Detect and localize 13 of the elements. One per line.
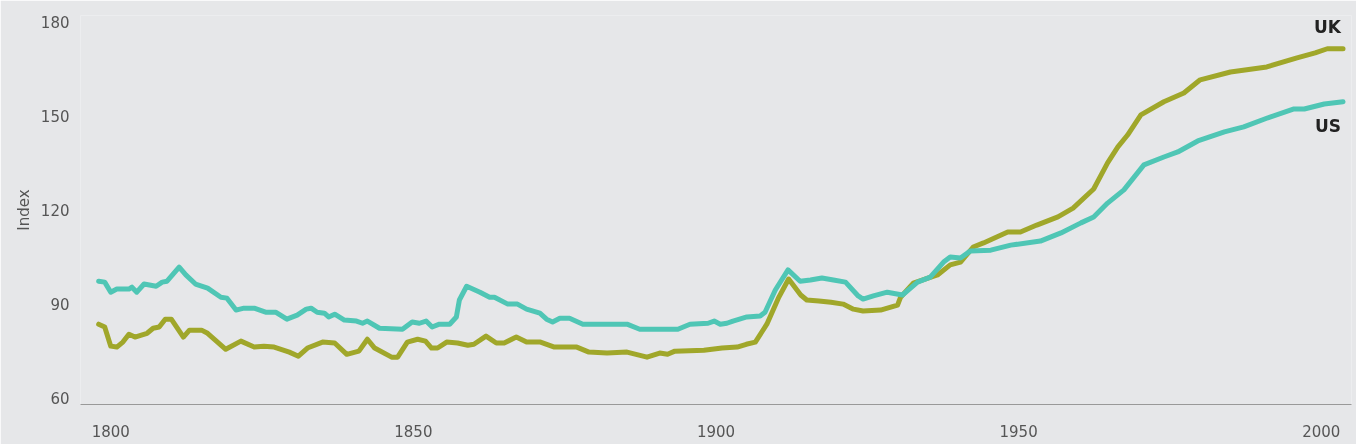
x-tick-label: 1950 bbox=[999, 422, 1038, 441]
x-tick-label: 1850 bbox=[394, 422, 433, 441]
y-tick-label: 150 bbox=[40, 107, 70, 126]
y-tick-label: 180 bbox=[40, 13, 70, 32]
y-tick-label: 60 bbox=[50, 390, 70, 409]
x-tick-label: 1800 bbox=[91, 422, 130, 441]
y-tick-label: 90 bbox=[50, 296, 70, 315]
y-tick-label: 120 bbox=[40, 202, 70, 220]
series-label: UK bbox=[1314, 16, 1342, 37]
y-axis-title: Index bbox=[14, 189, 33, 231]
series-label: US bbox=[1314, 115, 1342, 136]
x-tick-label: 1900 bbox=[696, 422, 736, 441]
x-tick-label: 2000 bbox=[1302, 422, 1341, 441]
